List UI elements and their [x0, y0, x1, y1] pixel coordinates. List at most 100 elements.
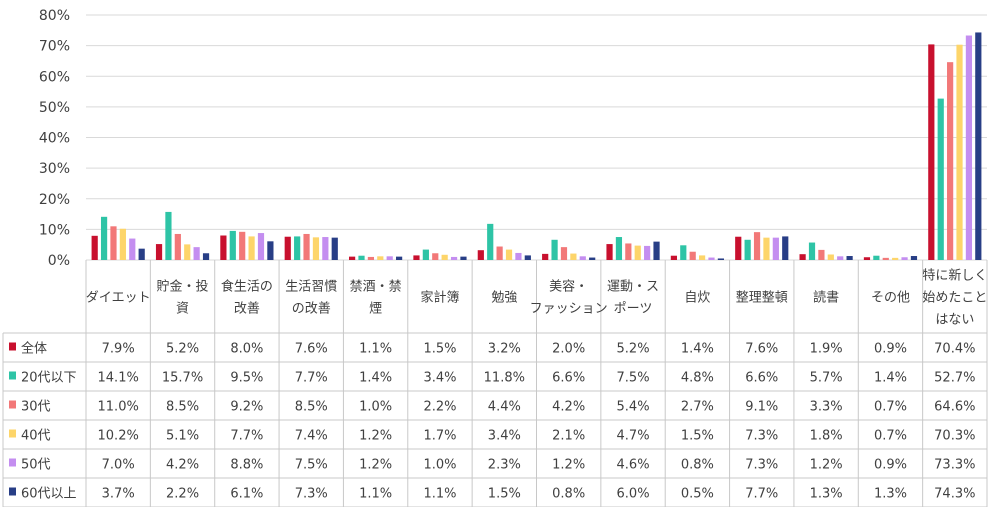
value-label: 1.9% — [810, 342, 843, 357]
value-label: 64.6% — [934, 400, 975, 415]
value-label: 0.9% — [874, 342, 907, 357]
bar — [846, 256, 853, 260]
value-label: 4.6% — [617, 458, 650, 473]
legend-label: 30代 — [21, 400, 51, 415]
bar — [396, 256, 403, 260]
value-label: 7.5% — [295, 458, 328, 473]
bar — [413, 255, 420, 260]
value-label: 2.3% — [488, 458, 521, 473]
value-label: 1.4% — [874, 371, 907, 386]
value-label: 7.7% — [295, 371, 328, 386]
bar — [505, 249, 513, 260]
bar — [303, 233, 310, 260]
legend-label: 50代 — [21, 458, 51, 473]
value-label: 1.2% — [552, 458, 585, 473]
value-label: 1.2% — [810, 458, 843, 473]
y-tick-label: 80% — [39, 8, 70, 24]
bar — [928, 44, 935, 261]
value-label: 5.4% — [617, 400, 650, 415]
y-tick-label: 20% — [39, 192, 70, 208]
value-label: 9.5% — [230, 371, 263, 386]
value-label: 1.1% — [359, 487, 392, 502]
legend-label: 20代以下 — [21, 371, 77, 386]
value-label: 8.0% — [230, 342, 263, 357]
value-label: 0.5% — [681, 487, 714, 502]
value-label: 9.2% — [230, 400, 263, 415]
value-label: 1.8% — [810, 429, 843, 444]
value-label: 6.0% — [617, 487, 650, 502]
y-tick-label: 10% — [39, 222, 70, 238]
value-label: 2.7% — [681, 400, 714, 415]
value-label: 7.7% — [230, 429, 263, 444]
y-tick-label: 40% — [39, 131, 70, 147]
value-label: 1.2% — [359, 458, 392, 473]
y-axis-tick-labels: 0% 10% 20% 30% 40% 50% 60% 70% 80% — [39, 8, 70, 269]
bar — [863, 257, 871, 260]
bar — [827, 254, 834, 260]
value-label: 3.4% — [488, 429, 521, 444]
category-label: 貯金・投 — [157, 279, 209, 295]
value-label: 7.7% — [745, 487, 778, 502]
bar — [808, 242, 816, 260]
bar — [542, 253, 549, 260]
bar — [165, 211, 172, 260]
value-label: 7.6% — [745, 342, 778, 357]
bar — [248, 236, 255, 260]
bar — [267, 241, 274, 260]
bar — [570, 253, 577, 260]
bar — [965, 35, 973, 260]
bar — [975, 32, 982, 260]
value-label: 1.0% — [423, 458, 456, 473]
value-label: 1.2% — [359, 429, 392, 444]
bar — [753, 232, 761, 260]
value-label: 7.3% — [745, 458, 778, 473]
legend-swatch — [9, 371, 16, 380]
bar — [560, 247, 568, 260]
bar — [873, 255, 880, 260]
value-label: 4.2% — [552, 400, 585, 415]
bar — [901, 257, 908, 260]
bar — [837, 256, 844, 260]
category-label: 資 — [176, 302, 189, 317]
category-label: 読書 — [813, 290, 839, 306]
bar — [625, 243, 632, 260]
y-tick-label: 70% — [39, 39, 70, 55]
bar — [110, 226, 117, 260]
value-label: 1.1% — [423, 487, 456, 502]
value-label: 5.1% — [166, 429, 199, 444]
category-label: はない — [935, 313, 974, 328]
category-label: 美容・ — [549, 279, 588, 295]
legend-swatch — [9, 429, 16, 438]
bar — [193, 247, 200, 260]
value-label: 74.3% — [934, 487, 975, 502]
legend-label: 60代以上 — [21, 487, 77, 502]
bar — [799, 254, 806, 260]
value-label: 9.1% — [745, 400, 778, 415]
value-label: 0.7% — [874, 400, 907, 415]
value-label: 10.2% — [98, 429, 139, 444]
value-label: 7.6% — [295, 342, 328, 357]
value-label: 4.8% — [681, 371, 714, 386]
bar — [956, 44, 963, 260]
legend-swatch — [9, 487, 16, 496]
bar — [551, 239, 558, 260]
bar — [331, 237, 338, 260]
value-label: 8.8% — [230, 458, 263, 473]
bar — [670, 255, 677, 260]
bar — [294, 236, 301, 260]
bar — [524, 255, 531, 260]
category-label: 運動・ス — [607, 280, 659, 295]
bar — [155, 244, 163, 260]
value-label: 1.5% — [681, 429, 714, 444]
bar — [653, 241, 660, 260]
category-label: の改善 — [292, 301, 331, 317]
value-label: 70.4% — [934, 342, 975, 357]
value-label: 1.7% — [423, 429, 456, 444]
bars — [91, 32, 982, 261]
value-label: 4.2% — [166, 458, 199, 473]
legend-label: 全体 — [21, 341, 47, 357]
bar — [349, 256, 356, 260]
value-label: 1.5% — [488, 487, 521, 502]
